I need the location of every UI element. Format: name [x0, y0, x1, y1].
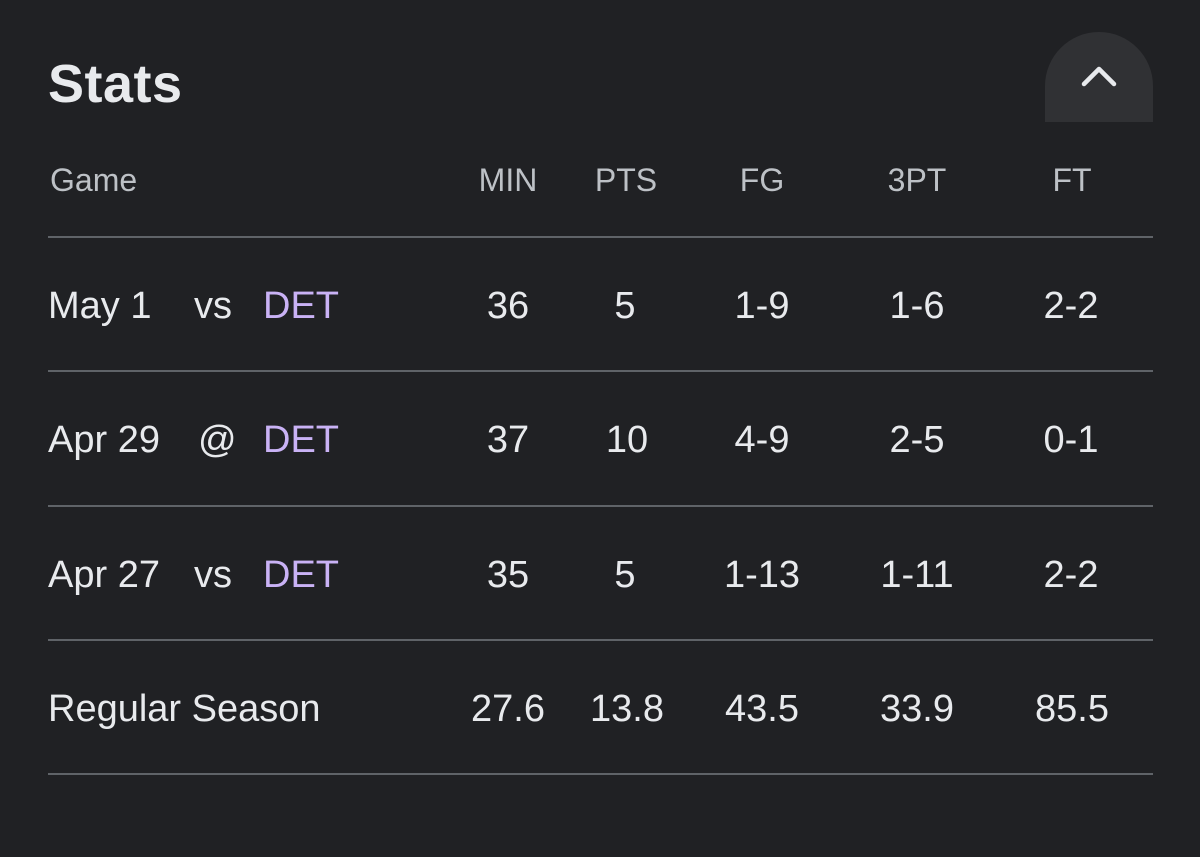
stat-pts: 5 — [614, 554, 636, 596]
stat-3pt: 2-5 — [889, 419, 945, 461]
column-header-min: MIN — [478, 162, 538, 198]
season-min: 27.6 — [471, 688, 545, 730]
column-header-fg: FG — [739, 162, 785, 198]
divider — [48, 505, 1153, 507]
column-header-pts: PTS — [594, 162, 658, 198]
stat-ft: 2-2 — [1043, 285, 1099, 327]
season-label: Regular Season — [48, 688, 321, 730]
stat-pts: 5 — [614, 285, 636, 327]
season-pts: 13.8 — [590, 688, 664, 730]
game-date: May 1 — [48, 285, 152, 327]
divider — [48, 773, 1153, 775]
stat-ft: 0-1 — [1043, 419, 1099, 461]
stat-min: 35 — [486, 554, 530, 596]
season-fg: 43.5 — [725, 688, 799, 730]
opponent-link[interactable]: DET — [263, 285, 339, 327]
stat-fg: 1-13 — [723, 554, 801, 596]
column-header-game: Game — [50, 162, 138, 198]
column-header-ft: FT — [1052, 162, 1092, 198]
column-header-3pt: 3PT — [887, 162, 947, 198]
stat-3pt: 1-11 — [880, 554, 954, 596]
divider — [48, 370, 1153, 372]
stat-min: 36 — [486, 285, 530, 327]
chevron-up-icon — [1081, 66, 1117, 87]
stat-fg: 4-9 — [734, 419, 790, 461]
game-date: Apr 29 — [48, 419, 160, 461]
season-3pt: 33.9 — [880, 688, 954, 730]
stat-min: 37 — [486, 419, 530, 461]
game-location: vs — [194, 285, 232, 327]
opponent-link[interactable]: DET — [263, 554, 339, 596]
page-title: Stats — [48, 54, 183, 114]
opponent-link[interactable]: DET — [263, 419, 339, 461]
game-date: Apr 27 — [48, 554, 160, 596]
game-location: @ — [198, 419, 237, 461]
divider — [48, 639, 1153, 641]
stat-fg: 1-9 — [734, 285, 790, 327]
stat-pts: 10 — [605, 419, 649, 461]
divider — [48, 236, 1153, 238]
collapse-button[interactable] — [1045, 32, 1153, 122]
season-ft: 85.5 — [1035, 688, 1109, 730]
stat-3pt: 1-6 — [889, 285, 945, 327]
game-location: vs — [194, 554, 232, 596]
stat-ft: 2-2 — [1043, 554, 1099, 596]
